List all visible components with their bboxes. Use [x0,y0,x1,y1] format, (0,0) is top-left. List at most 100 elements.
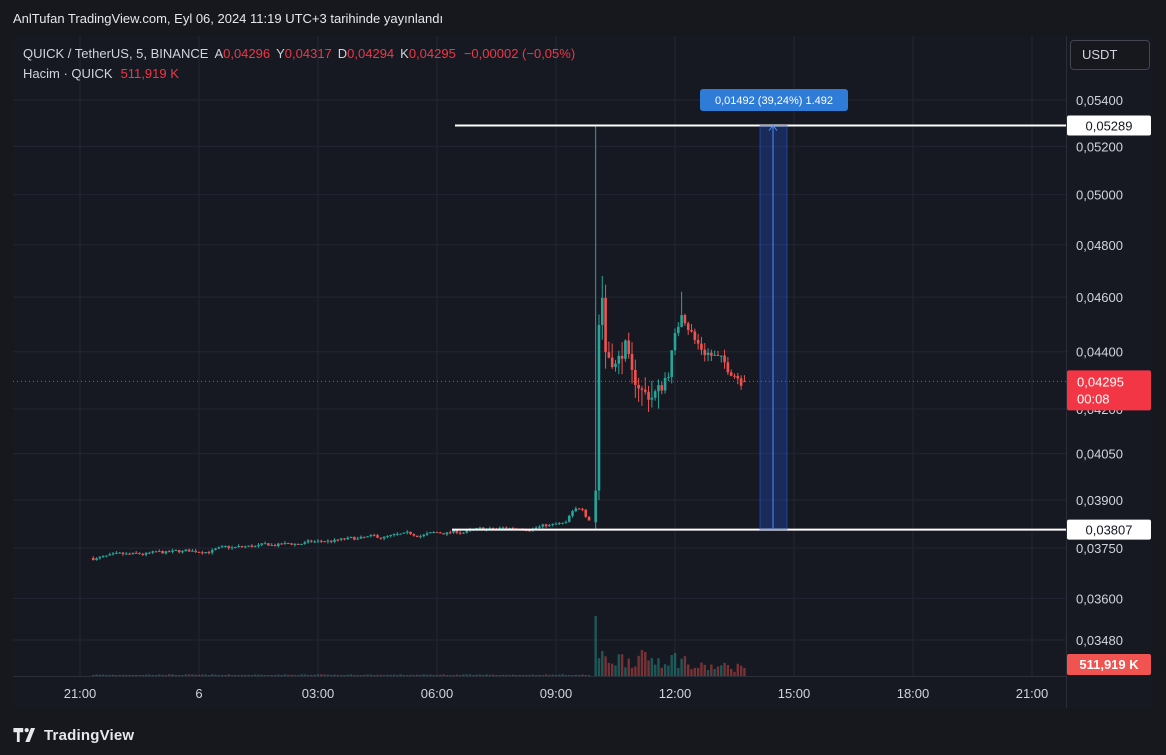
y-tick-label: 0,03600 [1076,591,1123,606]
volume-bar [518,675,521,676]
volume-bar [458,675,462,676]
volume-bar [296,675,300,676]
candle-body [399,533,402,535]
volume-bar [584,674,587,676]
last-price-label: 0,04295 [1077,374,1124,389]
candle-body [306,540,310,543]
candle-body [220,546,224,548]
volume-bar [250,675,254,676]
volume-bar [723,662,726,676]
countdown-label: 00:08 [1077,391,1110,406]
candle-body [230,547,234,549]
volume-bar [330,675,333,676]
volume-bar [316,674,320,676]
candle-body [439,532,442,534]
volume-bar [201,674,204,676]
candle-body [204,552,207,554]
volume-bar [92,675,95,676]
candle-body [429,532,432,534]
tradingview-brand[interactable]: TradingView [44,726,135,744]
candle-body [154,551,158,553]
candle-body [508,527,512,529]
candle-body [121,552,125,555]
volume-bar [263,675,267,676]
candle-body [501,527,505,529]
volume-bar [409,674,412,676]
volume-bar [673,652,677,676]
volume-bar [181,675,184,676]
y-tick-label: 0,03750 [1076,541,1123,556]
volume-bar [610,663,614,676]
published-text: AnlTufan TradingView.com, Eyl 06, 2024 1… [13,11,444,26]
volume-bar [521,674,525,676]
volume-bar [95,674,98,676]
symbol-label[interactable]: QUICK / TetherUS, 5, BINANCE [23,46,209,61]
candle-body [634,369,637,385]
close-label: K [400,46,409,61]
volume-bar [187,674,191,676]
volume-bar [442,674,445,676]
volume-bar [581,674,584,676]
candle-body [733,375,736,377]
candle-body [455,530,459,533]
candle-body [677,326,680,333]
tradingview-logo-icon[interactable] [13,728,39,742]
volume-bar [164,675,168,676]
volume-bar [574,674,578,676]
volume-bar [660,667,663,676]
candle-body [240,546,244,548]
volume-bar [303,674,306,676]
currency-button[interactable]: USDT [1070,40,1150,70]
candle-body [567,515,571,522]
x-tick-label: 18:00 [897,686,930,701]
volume-bar [601,650,604,676]
measure-label: 0,01492 (39,24%) 1.492 [715,95,833,107]
volume-bar [485,674,488,676]
volume-bar [230,675,234,676]
candle-body [128,553,131,555]
volume-bar [683,656,687,676]
volume-bar [657,658,660,676]
volume-bar [207,675,211,676]
candle-body [498,527,502,529]
chart-pane[interactable] [13,36,1153,708]
volume-bar [353,675,356,676]
candle-body [657,385,660,392]
volume-bar [412,675,416,676]
volume-bar [363,674,366,676]
x-tick-label: 21:00 [1016,686,1049,701]
volume-bar [501,674,505,676]
volume-bar [498,675,502,676]
volume-bar [356,675,359,676]
volume-bar [630,667,634,676]
candle-body [396,533,399,535]
volume-bar [131,675,135,676]
y-tick-label: 0,04600 [1076,290,1123,305]
volume-bar [419,674,422,676]
candle-body [620,355,624,359]
candle-body [713,354,716,356]
volume-bar [528,675,531,676]
candle-body [303,542,307,544]
volume-bar [425,674,429,676]
y-tick-label: 0,05000 [1076,188,1123,203]
volume-bar [422,674,425,676]
candle-body [247,545,250,547]
volume-bar [667,665,670,676]
candle-body [217,547,221,549]
volume-bar [435,675,439,676]
candle-body [386,535,389,537]
volume-bar [399,674,402,676]
candle-body [336,539,340,541]
volume-bar [111,674,115,676]
candle-body [283,542,287,545]
candle-body [227,546,231,548]
volume-bar [171,674,174,676]
volume-label[interactable]: Hacim · QUICK [23,66,113,81]
y-tick-label: 0,03480 [1076,633,1123,648]
candle-body [349,536,353,538]
volume-bar [634,666,637,676]
candle-body [700,343,703,350]
candle-body [310,540,313,542]
